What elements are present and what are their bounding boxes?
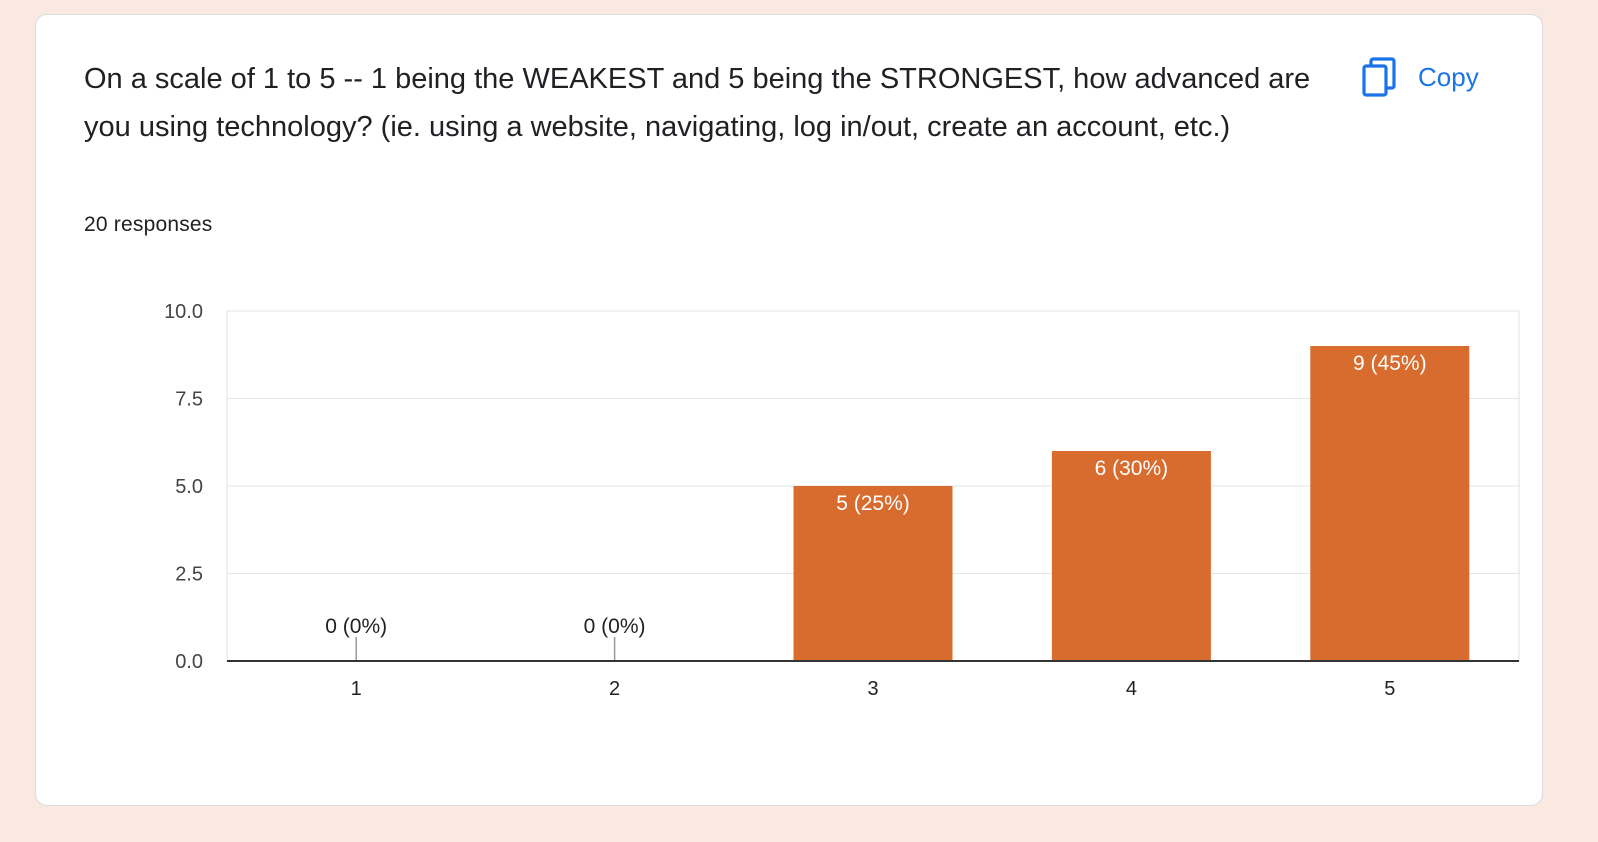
copy-button[interactable]: Copy [1358, 53, 1483, 101]
y-tick-label: 7.5 [175, 389, 203, 411]
question-title: On a scale of 1 to 5 -- 1 being the WEAK… [84, 63, 1311, 143]
response-summary-card: On a scale of 1 to 5 -- 1 being the WEAK… [35, 14, 1543, 806]
data-label: 5 (25%) [836, 492, 910, 515]
bar [1310, 346, 1470, 661]
x-tick-label: 3 [867, 678, 878, 700]
x-tick-label: 4 [1126, 678, 1137, 700]
data-label: 9 (45%) [1353, 352, 1427, 375]
x-tick-label: 2 [609, 678, 620, 700]
x-tick-label: 5 [1384, 678, 1395, 700]
copy-button-label: Copy [1418, 61, 1479, 92]
bar [793, 486, 953, 661]
y-tick-label: 2.5 [175, 564, 203, 586]
y-tick-label: 5.0 [175, 476, 203, 498]
response-count: 20 responses [84, 213, 213, 236]
y-tick-label: 10.0 [164, 301, 203, 323]
data-label: 0 (0%) [584, 615, 646, 638]
copy-icon [1362, 57, 1396, 97]
data-label: 6 (30%) [1095, 457, 1169, 480]
bar-chart: 0.0 2.5 5.0 7.5 10.0 0 (0%) 1 0 (0%) 2 5 (25%) 3 6 … [164, 301, 1520, 700]
y-tick-label: 0.0 [175, 651, 203, 673]
bar [1051, 451, 1211, 661]
x-tick-label: 1 [351, 678, 362, 700]
data-label: 0 (0%) [325, 615, 387, 638]
